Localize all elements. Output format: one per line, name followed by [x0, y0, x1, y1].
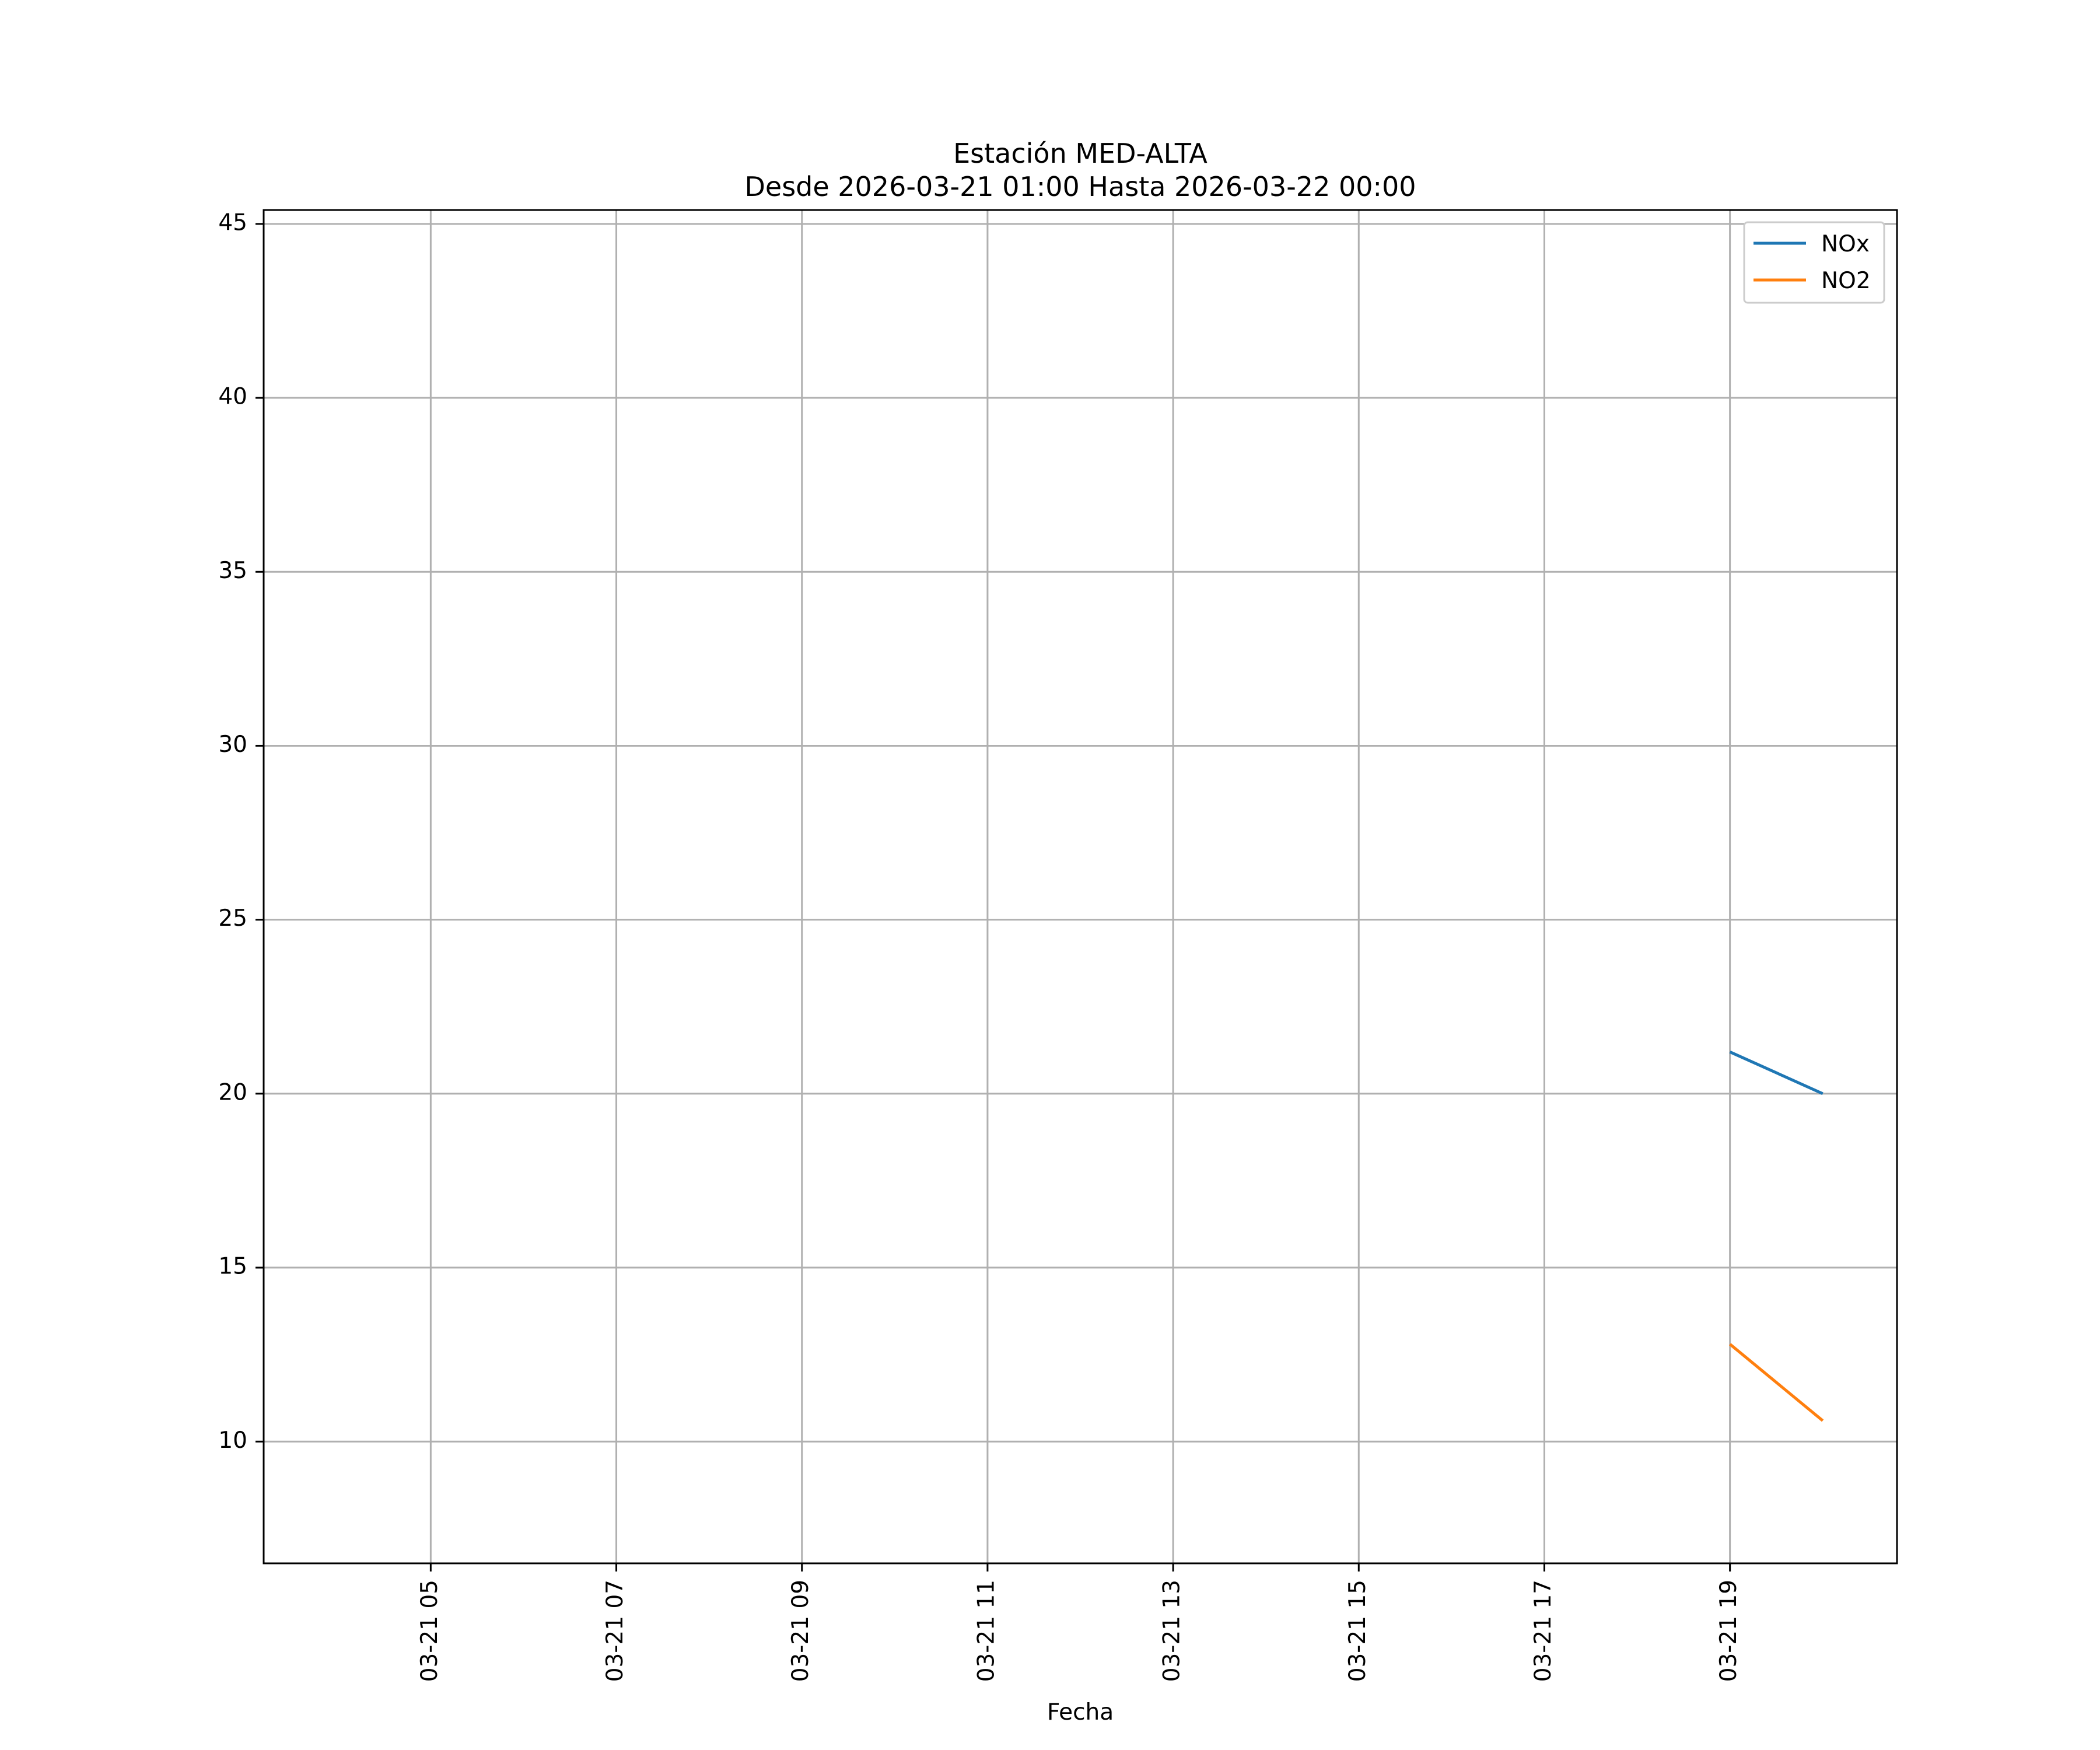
x-tick-label: 03-21 19: [1716, 1580, 1742, 1682]
y-tick-label: 40: [218, 384, 247, 410]
y-tick-label: 20: [218, 1079, 247, 1105]
series-line-no2: [1729, 1343, 1824, 1422]
x-tick-label: 03-21 09: [788, 1580, 814, 1682]
series-layer: [1729, 1051, 1824, 1422]
chart-subtitle: Desde 2026-03-21 01:00 Hasta 2026-03-22 …: [744, 171, 1416, 202]
x-tick-label: 03-21 13: [1159, 1580, 1185, 1682]
x-tick-label: 03-21 07: [602, 1580, 628, 1682]
y-tick-label: 15: [218, 1254, 247, 1280]
x-tick-label: 03-21 15: [1345, 1580, 1371, 1682]
plot-frame: [262, 209, 1898, 1564]
x-tick-label: 03-21 17: [1530, 1580, 1556, 1682]
y-tick-label: 45: [218, 209, 247, 236]
x-tick-label: 03-21 05: [416, 1580, 443, 1682]
y-tick-label: 30: [218, 732, 247, 758]
legend: NOx NO2: [1743, 221, 1885, 304]
grid-layer: [264, 210, 1897, 1563]
x-tick-label: 03-21 11: [973, 1580, 999, 1682]
x-axis-label: Fecha: [1047, 1699, 1114, 1726]
y-tick-label: 25: [218, 905, 247, 932]
y-axis-ticks: 10 15 20 25 30 35 40 45: [218, 209, 264, 1454]
series-line-nox: [1729, 1051, 1824, 1096]
y-tick-label: 35: [218, 558, 247, 584]
chart-title: Estación MED-ALTA: [953, 138, 1208, 169]
y-tick-label: 10: [218, 1427, 247, 1454]
legend-label-no2: NO2: [1821, 268, 1871, 294]
x-axis-ticks: 03-21 05 03-21 07 03-21 09 03-21 11 03-21 13…: [416, 1563, 1742, 1682]
plot-area: [264, 210, 1897, 1563]
legend-label-nox: NOx: [1821, 231, 1870, 257]
